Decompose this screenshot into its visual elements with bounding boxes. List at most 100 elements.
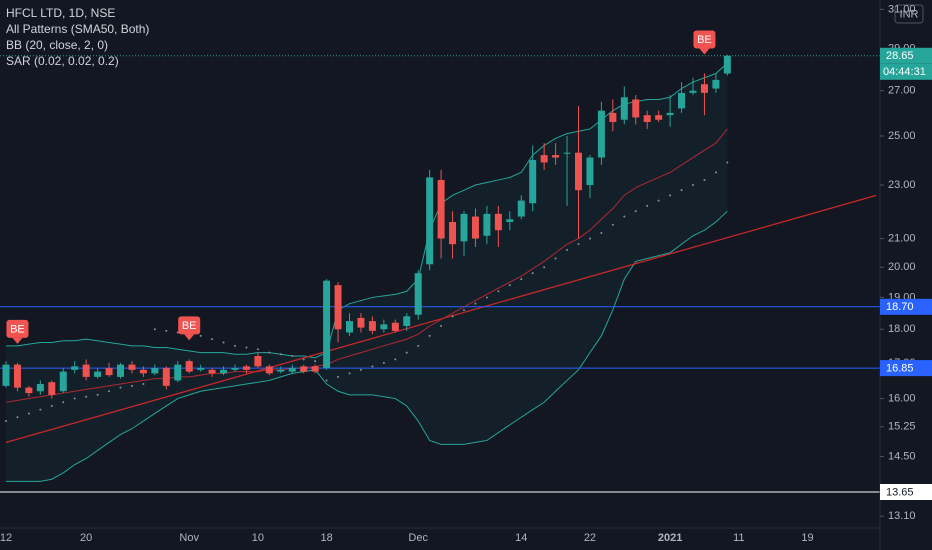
x-tick-label: 19 <box>801 532 813 544</box>
candle-body <box>139 369 147 374</box>
pattern-marker: BE <box>178 316 201 341</box>
sar-dot <box>634 210 637 213</box>
candle-body <box>620 97 628 120</box>
candle-body <box>162 368 170 386</box>
sar-dot <box>577 243 580 246</box>
candle-body <box>151 368 159 374</box>
pattern-box <box>6 319 29 338</box>
candle-body <box>597 110 605 158</box>
sar-dot <box>543 266 546 269</box>
level-price-label: 16.85 <box>886 363 914 375</box>
bollinger-upper <box>6 62 728 359</box>
sar-dot <box>520 278 523 281</box>
candle-body <box>380 324 388 330</box>
candle-body <box>723 55 731 74</box>
pattern-label: BE <box>697 34 712 46</box>
sar-dot <box>108 390 111 393</box>
candle-body <box>391 322 399 331</box>
currency-badge[interactable] <box>894 4 924 24</box>
sar-dot <box>153 328 156 331</box>
currency-label[interactable]: INR <box>900 8 919 20</box>
sar-dot <box>588 237 591 240</box>
candle-body <box>449 221 457 245</box>
sar-dot <box>62 401 65 404</box>
sar-dot <box>485 296 488 299</box>
candle-body <box>36 384 44 392</box>
candle-body <box>105 368 113 376</box>
pattern-marker: BE <box>6 319 29 344</box>
sar-dot <box>50 404 53 407</box>
candle-body <box>13 364 21 388</box>
pattern-box <box>178 316 201 335</box>
sar-dot <box>119 386 122 389</box>
candle-body <box>300 366 308 372</box>
candle-body <box>563 152 571 154</box>
candle-body <box>117 364 124 377</box>
candle-body <box>242 366 250 370</box>
indicator-label: BB (20, close, 2, 0) <box>6 38 108 52</box>
candle-body <box>609 112 617 123</box>
candle-body <box>586 157 594 186</box>
y-tick-label: 18.00 <box>888 323 916 335</box>
sar-dot <box>176 331 179 334</box>
trendline <box>5 194 877 444</box>
countdown-label: 04:44:31 <box>883 66 926 78</box>
candle-body <box>94 371 102 377</box>
candle-body <box>357 317 365 328</box>
y-tick-label: 23.00 <box>888 179 916 191</box>
x-tick-label: 2021 <box>658 532 682 544</box>
candle-body <box>185 361 193 372</box>
sar-dot <box>256 348 259 351</box>
sar-dot <box>165 329 168 332</box>
sar-dot <box>234 344 236 347</box>
countdown-box <box>880 63 932 80</box>
sar-dot <box>566 248 569 251</box>
sar-dot <box>474 302 477 305</box>
candle-body <box>678 92 686 109</box>
candle-body <box>666 112 674 116</box>
x-tick-label: 22 <box>584 532 596 544</box>
level-price-box <box>880 484 932 501</box>
pattern-box <box>693 30 716 49</box>
candle-body <box>483 213 491 236</box>
y-tick-label: 25.00 <box>888 130 916 142</box>
sar-dot <box>348 372 351 375</box>
sar-dot <box>73 397 76 400</box>
sar-dot <box>39 408 42 411</box>
sar-dot <box>359 368 362 371</box>
candle-body <box>700 84 708 93</box>
x-tick-label: Dec <box>408 532 428 544</box>
candle-body <box>403 316 411 326</box>
sar-dot <box>302 358 305 361</box>
y-tick-label: 14.50 <box>888 450 916 462</box>
sar-dot <box>657 199 660 202</box>
x-tick-label: 20 <box>80 532 92 544</box>
sar-dot <box>531 272 534 275</box>
sar-dot <box>211 338 214 341</box>
candle-body <box>2 364 10 386</box>
sar-dot <box>382 361 385 364</box>
candle-body <box>288 368 296 372</box>
sar-dot <box>451 315 454 318</box>
sar-dot <box>16 416 19 419</box>
x-tick-label: Nov <box>179 532 199 544</box>
candle-body <box>689 90 697 93</box>
candle-body <box>277 369 285 372</box>
y-tick-label: 20.00 <box>888 261 916 273</box>
sar-dot <box>325 379 328 382</box>
sar-dot <box>440 324 443 327</box>
sar-dot <box>508 284 511 287</box>
plot-area: BE BE BE <box>0 30 880 493</box>
candle-body <box>59 371 67 392</box>
candle-body <box>208 369 216 374</box>
candle-body <box>25 387 33 394</box>
candle-body <box>346 321 353 333</box>
pattern-label: BE <box>182 320 197 332</box>
sar-dot <box>314 360 317 363</box>
sar-dot <box>623 215 626 218</box>
candle-body <box>506 219 514 222</box>
candle-body <box>575 152 582 191</box>
candle-body <box>174 364 182 381</box>
